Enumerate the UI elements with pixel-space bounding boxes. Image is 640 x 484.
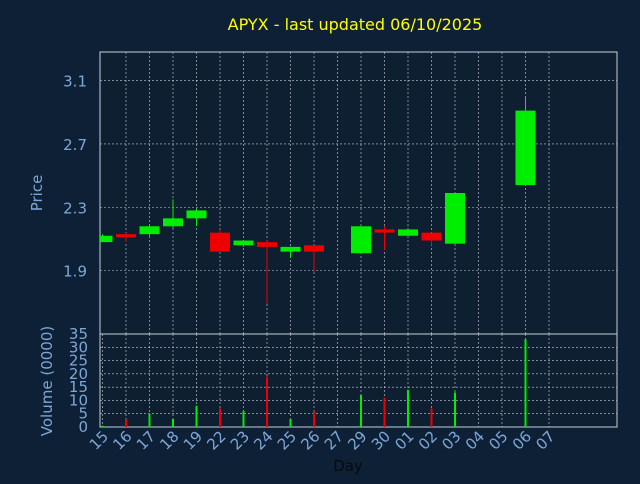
candle — [100, 234, 113, 243]
candle-body — [139, 226, 160, 235]
candle — [233, 240, 254, 247]
volume-bar — [430, 408, 433, 427]
price-y-tick-label: 3.1 — [63, 73, 87, 91]
volume-bar — [407, 389, 409, 427]
volume-y-tick-label: 25 — [69, 352, 88, 370]
volume-y-tick-label: 30 — [69, 338, 88, 356]
volume-bar — [195, 405, 198, 427]
volume-bars — [101, 339, 527, 427]
volume-axis-label: Volume (0000) — [38, 326, 56, 436]
candle-body — [280, 246, 301, 252]
candle — [163, 199, 183, 228]
price-y-tick-label: 2.3 — [63, 199, 87, 217]
volume-bar — [219, 408, 221, 427]
candle-body — [100, 235, 113, 243]
volume-y-tick-label: 10 — [69, 391, 88, 409]
volume-bar — [125, 419, 127, 427]
candle — [186, 208, 207, 227]
candle-body — [515, 110, 536, 186]
volume-y-tick-label: 35 — [69, 325, 88, 343]
volume-y-tick-label: 20 — [69, 365, 88, 383]
candle — [398, 227, 418, 236]
price-panel: 1.9 2.3 2.7 3.1 Price — [28, 51, 618, 335]
price-y-tick-label: 2.7 — [63, 136, 87, 154]
chart-title: APYX - last updated 06/10/2025 — [228, 15, 483, 34]
volume-y-tick-label: 15 — [69, 378, 88, 396]
volume-bar — [266, 376, 268, 427]
candle — [374, 226, 395, 251]
volume-bar — [360, 395, 362, 427]
candle-body — [163, 218, 183, 227]
volume-bar — [524, 339, 527, 427]
candles — [100, 96, 536, 304]
candle-body — [374, 229, 395, 233]
candle-body — [398, 229, 418, 236]
price-plot-area — [99, 51, 618, 335]
volume-plot-area — [99, 333, 618, 428]
candle-body — [186, 210, 207, 219]
price-axis-label: Price — [28, 175, 46, 212]
candle — [351, 226, 371, 254]
candle-body — [210, 232, 230, 252]
candle — [304, 245, 324, 273]
candle-body — [421, 232, 442, 241]
volume-y-tick-label: 0 — [78, 418, 88, 436]
candle-body — [304, 245, 324, 252]
price-y-tick-label: 1.9 — [63, 263, 87, 281]
candle — [210, 229, 230, 252]
volume-bar — [242, 411, 245, 427]
volume-bar — [289, 419, 292, 427]
candle-body — [233, 240, 254, 246]
volume-bar — [383, 397, 386, 427]
candle-body — [116, 234, 136, 238]
volume-bar — [454, 392, 456, 427]
volume-bar — [101, 425, 104, 427]
x-axis-label: Day — [333, 457, 363, 475]
candle — [116, 232, 136, 243]
volume-bar — [148, 413, 151, 427]
candle — [421, 232, 442, 246]
candle — [257, 240, 277, 304]
price-y-tick-labels: 1.9 2.3 2.7 3.1 — [63, 73, 87, 281]
volume-bar — [313, 411, 315, 427]
volume-y-tick-label: 5 — [78, 405, 88, 423]
volume-bar — [172, 419, 174, 427]
candle — [445, 193, 465, 244]
candle-body — [445, 193, 465, 244]
candle — [515, 96, 536, 186]
candle — [280, 246, 301, 258]
candle-body — [257, 242, 277, 247]
candle — [139, 224, 160, 236]
candle-body — [351, 226, 371, 254]
price-grid — [100, 52, 617, 334]
